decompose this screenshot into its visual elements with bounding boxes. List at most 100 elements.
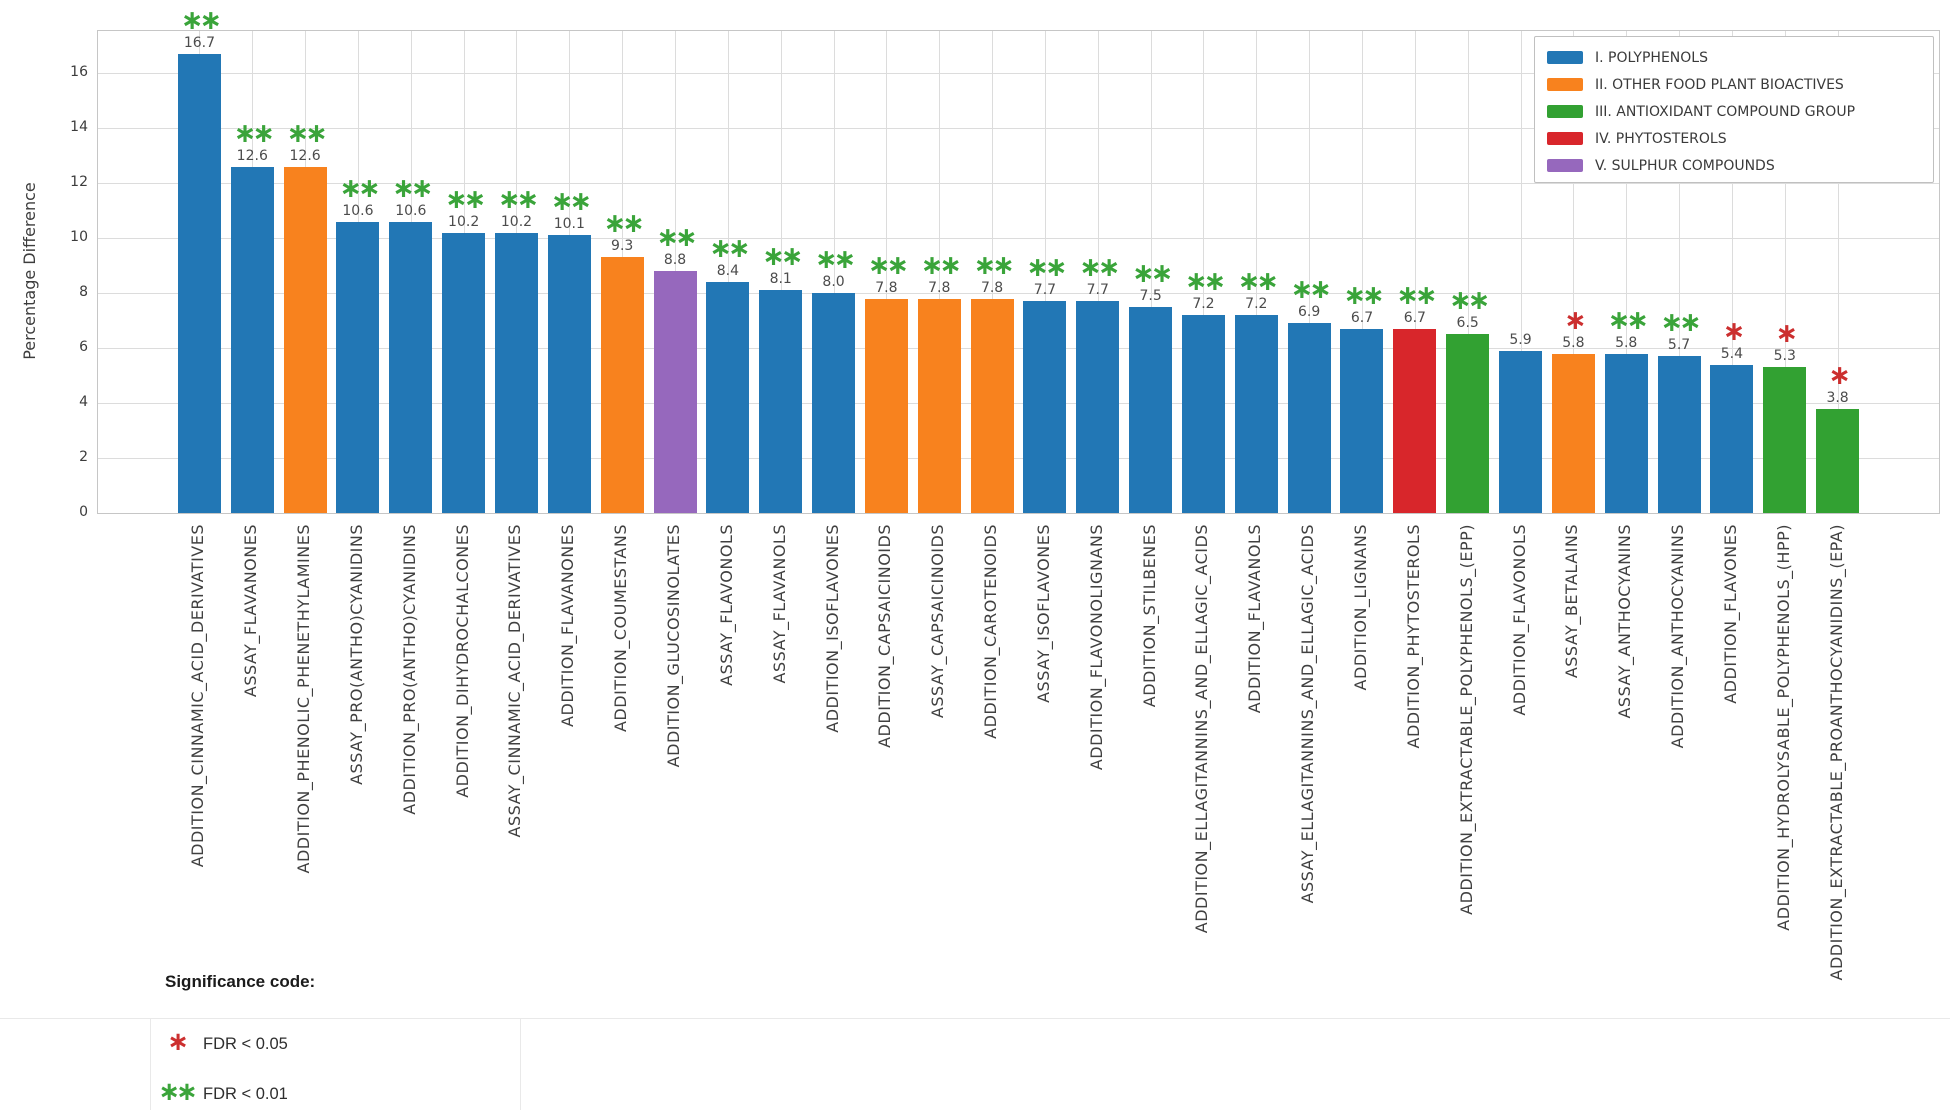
significance-legend-title: Significance code: — [165, 972, 316, 991]
bar-value-label: 6.7 — [1350, 309, 1374, 326]
double-asterisk-marker: ∗∗ — [973, 249, 1014, 281]
gridline-horizontal — [98, 458, 1939, 459]
bar-value-label: 5.4 — [1720, 345, 1744, 362]
double-asterisk-marker: ∗∗ — [1184, 266, 1226, 297]
document-rule-horizontal — [0, 1018, 1950, 1019]
x-category-label: ADDITION_DIHYDROCHALCONES — [452, 524, 472, 798]
bar-value-label: 7.8 — [928, 279, 951, 296]
double-asterisk-marker: ∗∗ — [1607, 304, 1649, 336]
gridline-vertical — [1837, 31, 1839, 513]
x-category-label: ASSAY_BETALAINS — [1562, 524, 1582, 679]
bar-value-label: 5.8 — [1615, 334, 1638, 351]
legend-label: IV. PHYTOSTEROLS — [1595, 130, 1727, 147]
bar — [759, 290, 803, 513]
bar — [1076, 301, 1120, 513]
legend-swatch-icon — [1547, 132, 1583, 145]
double-asterisk-marker: ∗∗ — [180, 4, 222, 36]
y-tick-label: 16 — [70, 64, 88, 80]
double-asterisk-marker: ∗∗ — [339, 172, 380, 204]
double-asterisk-marker: ∗∗ — [1290, 274, 1332, 306]
y-tick-label: 14 — [70, 119, 88, 135]
bar — [1710, 364, 1754, 513]
double-asterisk-marker: ∗∗ — [656, 222, 697, 253]
gridline-horizontal — [98, 238, 1939, 239]
y-tick-label: 2 — [79, 449, 88, 465]
x-category-label: ASSAY_FLAVANONES — [241, 524, 261, 698]
bar — [230, 166, 274, 513]
gridline-vertical — [1573, 31, 1575, 513]
x-category-label: ADDITION_GLUCOSINOLATES — [664, 524, 684, 768]
bar-value-label: 5.7 — [1667, 337, 1691, 354]
x-category-label: ADDITION_CINNAMIC_ACID_DERIVATIVES — [188, 524, 208, 868]
x-category-label: ASSAY_ELLAGITANNINS_AND_ELLAGIC_ACIDS — [1298, 524, 1318, 904]
red-asterisk-icon: ∗ — [167, 1027, 189, 1057]
double-asterisk-marker: ∗∗ — [920, 249, 962, 281]
gridline-horizontal — [98, 293, 1939, 294]
bar-value-label: 7.5 — [1139, 287, 1162, 304]
double-asterisk-marker: ∗∗ — [497, 183, 539, 215]
bar — [1551, 353, 1595, 513]
bar-value-label: 7.2 — [1192, 296, 1215, 312]
legend-box: I. POLYPHENOLS II. OTHER FOOD PLANT BIOAC… — [1534, 36, 1934, 183]
y-tick-label: 0 — [79, 504, 88, 520]
bar-value-label: 12.6 — [289, 147, 321, 164]
bar — [600, 257, 644, 513]
bar-value-label: 8.0 — [822, 274, 845, 290]
gridline-vertical — [1731, 31, 1733, 513]
bar — [1763, 367, 1807, 513]
bar — [494, 232, 538, 513]
gridline-vertical — [1044, 31, 1046, 513]
bar-value-label: 10.2 — [500, 213, 533, 230]
legend-row: II. OTHER FOOD PLANT BIOACTIVES — [1547, 71, 1933, 98]
bar — [1446, 334, 1490, 513]
bar-value-label: 10.6 — [342, 202, 374, 219]
x-category-label: ADDITION_ELLAGITANNINS_AND_ELLAGIC_ACIDS — [1192, 524, 1212, 934]
gridline-vertical — [939, 31, 941, 513]
y-axis-title: Percentage Difference — [20, 182, 39, 360]
double-asterisk-marker: ∗∗ — [1131, 257, 1173, 289]
double-asterisk-marker: ∗∗ — [1237, 266, 1279, 297]
bar-value-label: 5.8 — [1562, 334, 1585, 351]
x-category-label: ADDITION_PHYTOSTEROLS — [1403, 524, 1423, 749]
legend-label: II. OTHER FOOD PLANT BIOACTIVES — [1595, 76, 1844, 93]
x-category-label: ADDITION_FLAVONES — [1720, 524, 1740, 704]
bar — [283, 166, 327, 513]
bar — [864, 298, 908, 513]
bar — [442, 232, 486, 513]
double-asterisk-marker: ∗∗ — [1396, 279, 1437, 311]
bar-value-label: 3.8 — [1826, 389, 1849, 406]
bar — [917, 298, 961, 513]
legend-label: I. POLYPHENOLS — [1595, 49, 1708, 66]
x-category-label: ADDITION_FLAVONOLS — [1509, 524, 1529, 716]
bar-value-label: 6.9 — [1298, 304, 1321, 321]
double-asterisk-marker: ∗∗ — [1449, 285, 1490, 317]
double-asterisk-marker: ∗∗ — [814, 244, 856, 275]
x-category-label: ASSAY_FLAVONOLS — [716, 524, 736, 686]
bar-value-label: 6.7 — [1403, 309, 1426, 326]
x-category-label: ASSAY_PRO(ANTHO)CYANIDINS — [346, 524, 366, 785]
y-tick-label: 12 — [70, 174, 88, 190]
double-asterisk-marker: ∗∗ — [867, 249, 909, 281]
legend-swatch-icon — [1547, 159, 1583, 172]
double-asterisk-marker: ∗∗ — [550, 186, 592, 218]
gridline-vertical — [1150, 31, 1152, 513]
bar — [1393, 328, 1437, 513]
x-category-label: ADDITION_FLAVANOLS — [1245, 524, 1265, 714]
legend-swatch-icon — [1547, 78, 1583, 91]
legend-label: III. ANTIOXIDANT COMPOUND GROUP — [1595, 103, 1856, 120]
bar-value-label: 16.7 — [183, 34, 216, 51]
x-category-label: ADDITION_FLAVANONES — [558, 524, 578, 727]
gridline-horizontal — [98, 183, 1939, 184]
bar-value-label: 5.9 — [1509, 331, 1532, 348]
bar — [336, 221, 380, 513]
gridline-vertical — [1309, 31, 1311, 513]
double-asterisk-marker: ∗∗ — [233, 117, 275, 149]
double-asterisk-marker: ∗∗ — [1343, 279, 1384, 311]
x-category-label: ASSAY_FLAVANOLS — [769, 524, 789, 684]
gridline-vertical — [1467, 31, 1469, 513]
gridline-vertical — [1784, 31, 1786, 513]
single-asterisk-marker: ∗ — [1564, 304, 1587, 336]
x-category-label: ADDITION_EXTRACTABLE_POLYPHENOLS_(EPP) — [1456, 524, 1476, 915]
double-asterisk-marker: ∗∗ — [762, 241, 803, 273]
